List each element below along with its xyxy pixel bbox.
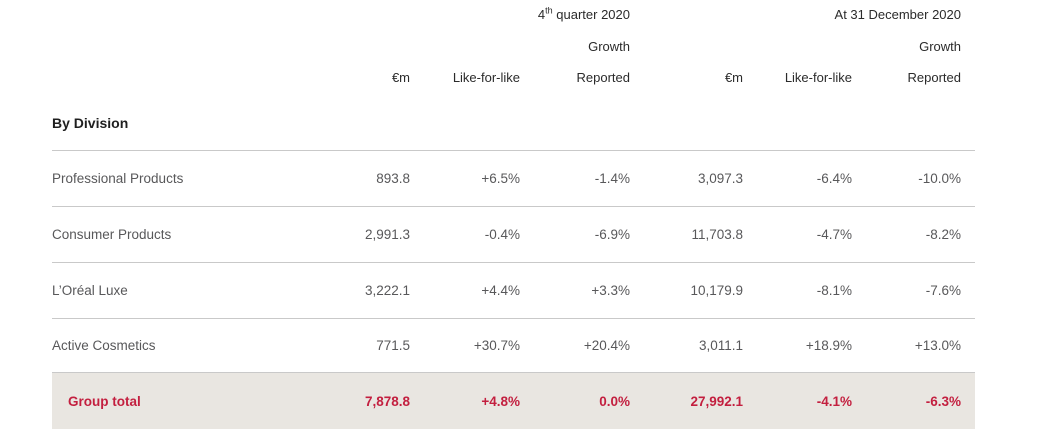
group-total-row: Group total 7,878.8 +4.8% 0.0% 27,992.1 … [52,373,975,429]
q4-lfl-cell: +30.7% [473,338,520,353]
group-total-label: Group total [68,393,141,409]
q4-reported-cell: +20.4% [583,338,630,353]
fy-sales-cell: 3,011.1 [698,338,743,353]
fy-period-label: At 31 December 2020 [834,7,961,22]
section-title: By Division [52,115,129,131]
table-body: Professional Products 893.8 +6.5% -1.4% … [52,150,975,429]
fy-lfl-header: Like-for-like [784,70,852,85]
column-header-row: €m Like-for-like Reported €m Like-for-li… [52,70,975,85]
fy-reported-cell: +13.0% [914,338,961,353]
q4-sales-cell: 3,222.1 [364,283,410,298]
fy-lfl-total-cell: -4.1% [816,393,852,409]
fy-em-header: €m [724,70,743,85]
growth-header-row: Growth Growth [52,39,975,54]
fy-sales-cell: 11,703.8 [691,227,743,242]
fy-sales-cell: 3,097.3 [697,171,743,186]
q4-period-prefix: 4 [537,7,546,22]
table-row: L’Oréal Luxe 3,222.1 +4.4% +3.3% 10,179.… [52,263,975,319]
fy-lfl-cell: -6.4% [816,171,852,186]
fy-sales-cell: 10,179.9 [690,283,743,298]
division-label: Consumer Products [52,227,172,242]
fy-reported-total-cell: -6.3% [925,393,961,409]
q4-growth-label: Growth [588,39,630,54]
fy-reported-cell: -7.6% [925,283,961,298]
division-label: Professional Products [52,171,184,186]
q4-lfl-cell: +6.5% [481,171,520,186]
division-label: Active Cosmetics [52,338,156,353]
q4-sales-total-cell: 7,878.8 [364,393,410,409]
q4-period-label: 4th quarter 2020 [52,5,630,22]
q4-sales-cell: 893.8 [376,171,410,186]
q4-reported-cell: -1.4% [594,171,630,186]
q4-lfl-total-cell: +4.8% [481,393,520,409]
period-header-row: 4th quarter 2020 At 31 December 2020 [52,5,975,22]
q4-reported-cell: +3.3% [591,283,630,298]
fy-reported-cell: -10.0% [918,171,961,186]
q4-period-superscript: th [545,5,553,16]
q4-reported-total-cell: 0.0% [599,393,630,409]
fy-reported-header: Reported [907,70,961,85]
fy-lfl-cell: +18.9% [805,338,852,353]
q4-reported-cell: -6.9% [594,227,630,242]
q4-sales-cell: 2,991.3 [364,227,410,242]
table-row: Active Cosmetics 771.5 +30.7% +20.4% 3,0… [52,319,975,373]
fy-growth-label: Growth [919,39,961,54]
fy-sales-total-cell: 27,992.1 [690,393,743,409]
q4-em-header: €m [391,70,410,85]
empty-header-cell [52,70,292,85]
table-row: Professional Products 893.8 +6.5% -1.4% … [52,151,975,207]
division-label: L’Oréal Luxe [52,283,128,298]
q4-lfl-cell: +4.4% [481,283,520,298]
fy-lfl-cell: -4.7% [816,227,852,242]
q4-lfl-cell: -0.4% [484,227,520,242]
fy-lfl-cell: -8.1% [816,283,852,298]
table-row: Consumer Products 2,991.3 -0.4% -6.9% 11… [52,207,975,263]
q4-lfl-header: Like-for-like [452,70,520,85]
results-table: 4th quarter 2020 At 31 December 2020 Gro… [52,0,975,443]
q4-reported-header: Reported [576,70,630,85]
q4-sales-cell: 771.5 [376,338,410,353]
fy-reported-cell: -8.2% [925,227,961,242]
q4-period-rest: quarter 2020 [552,7,630,22]
